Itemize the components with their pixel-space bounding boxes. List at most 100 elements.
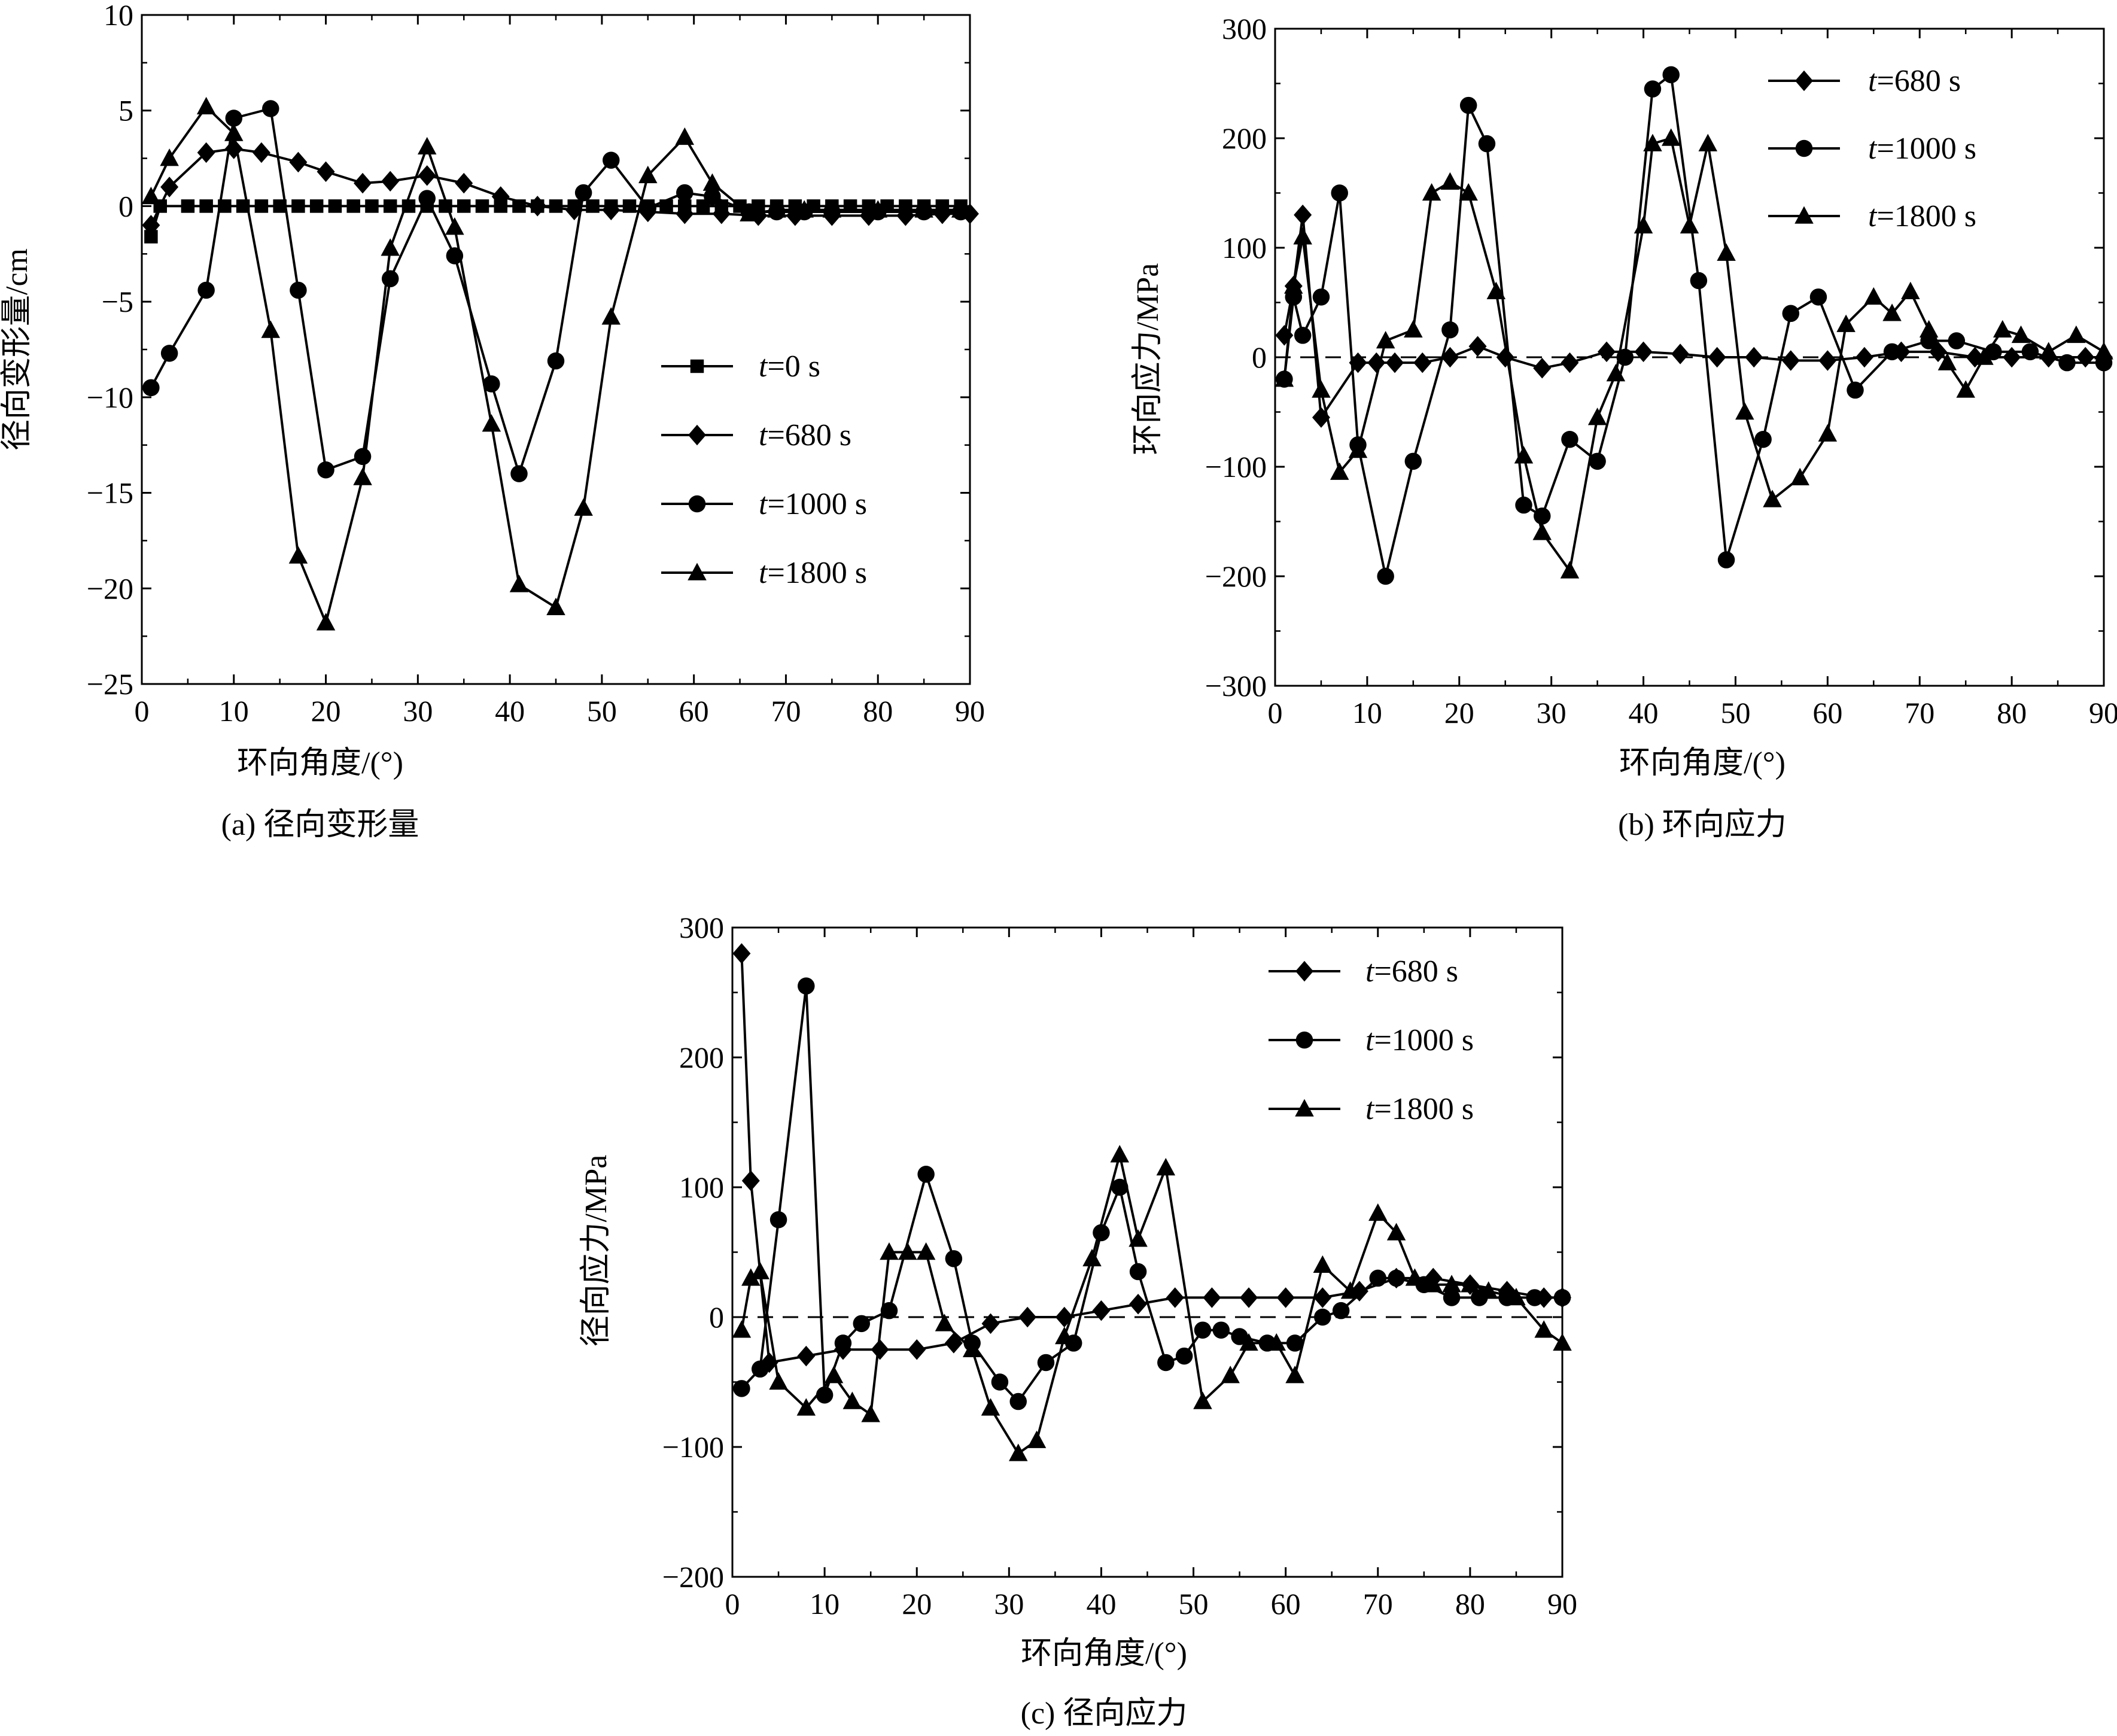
panel-b-series-2-point bbox=[1864, 287, 1884, 305]
panel-b-series-2-point bbox=[1993, 320, 2012, 338]
panel-c-legend-marker bbox=[1295, 1031, 1313, 1049]
panel-b-xtick-label: 90 bbox=[2089, 696, 2117, 729]
panel-c-xtick-label: 70 bbox=[1363, 1587, 1393, 1621]
panel-a-series-2-point bbox=[639, 199, 657, 217]
panel-a-series-1-point bbox=[712, 203, 731, 224]
panel-b-ytick-label: −200 bbox=[1205, 560, 1267, 593]
panel-b-series-1-point bbox=[1404, 452, 1422, 470]
panel-b-legend-label-value: =680 s bbox=[1876, 64, 1961, 98]
panel-b-series-1-point bbox=[1561, 431, 1578, 448]
panel-c-xtick-label: 0 bbox=[725, 1587, 740, 1621]
panel-c-series-2-point bbox=[1424, 1275, 1443, 1293]
panel-a-legend-marker bbox=[688, 563, 707, 580]
panel-c-series-2-point bbox=[1156, 1157, 1176, 1176]
panel-b-xtick-label: 10 bbox=[1352, 696, 1382, 729]
panel-c-legend-label-var: t bbox=[1365, 1092, 1375, 1126]
panel-b-series-1-point bbox=[1717, 551, 1735, 568]
panel-b-series-0-point bbox=[1561, 352, 1579, 373]
panel-c-series-1-point bbox=[1194, 1321, 1212, 1339]
panel-a-legend-label-var: t bbox=[759, 556, 768, 590]
panel-a-series-0-point bbox=[475, 199, 489, 213]
panel-b-series-2-point bbox=[1661, 128, 1681, 146]
panel-c-ytick-label: 100 bbox=[679, 1170, 724, 1204]
panel-a-series-2-point bbox=[483, 375, 500, 393]
panel-b-series-2-point bbox=[1937, 352, 1957, 370]
panel-c-series-1-point bbox=[991, 1373, 1009, 1391]
panel-c-series-2-point bbox=[861, 1404, 880, 1422]
panel-a-series-0-point bbox=[144, 230, 158, 244]
panel-a-series-3-point bbox=[509, 574, 529, 592]
panel-b-xtick-label: 40 bbox=[1629, 696, 1659, 729]
panel-b-series-2-point bbox=[1763, 490, 1782, 507]
panel-c-series-1-point bbox=[945, 1250, 963, 1267]
panel-b-series-2-point bbox=[1440, 172, 1460, 190]
panel-a-xtick-label: 60 bbox=[679, 694, 709, 728]
panel-c-series-1-point bbox=[853, 1315, 871, 1333]
panel-a-series-0-point bbox=[199, 199, 213, 213]
panel-c-series-1-point bbox=[1388, 1269, 1405, 1287]
panel-a-legend-marker bbox=[690, 359, 704, 373]
panel-c-series-2-point bbox=[1507, 1287, 1526, 1306]
panel-b-series-2-point bbox=[1275, 369, 1294, 387]
panel-a-series-1-point bbox=[317, 161, 335, 183]
panel-c-series-1-point bbox=[1443, 1289, 1461, 1306]
panel-c-series-0-point bbox=[1276, 1287, 1295, 1308]
panel-a-series-0-point bbox=[309, 199, 324, 213]
panel-a-ytick-label: −20 bbox=[87, 571, 133, 605]
panel-a-legend-label-var: t bbox=[759, 487, 768, 521]
panel-b-series-1-point bbox=[1589, 452, 1606, 470]
panel-b-series-1-point bbox=[1662, 66, 1680, 84]
panel-b-series-2-point bbox=[2067, 325, 2086, 343]
panel-c-xlabel: 环向角度/(°) bbox=[1021, 1637, 1187, 1671]
panel-a-series-3-point bbox=[141, 186, 161, 205]
panel-c-series-2-point bbox=[1442, 1275, 1461, 1293]
panel-c-series-2-point bbox=[1386, 1223, 1406, 1241]
panel-c-series-2-point bbox=[1008, 1443, 1028, 1461]
panel-c-ylabel: 径向应力/MPa bbox=[579, 1155, 613, 1347]
panel-a-ytick-label: −25 bbox=[87, 667, 133, 701]
panel-b-series-2-point bbox=[1680, 215, 1699, 234]
panel-b-series-2-point bbox=[1643, 133, 1662, 151]
panel-b-series-2-point bbox=[1422, 183, 1441, 201]
panel-a-series-0-point bbox=[254, 199, 269, 213]
panel-a-legend-label: t=1000 s bbox=[759, 487, 867, 521]
panel-b-series-1-point bbox=[2021, 343, 2039, 361]
panel-b-legend-marker bbox=[1795, 70, 1813, 92]
panel-c-series-2-point bbox=[741, 1268, 761, 1286]
panel-b-series-2-point bbox=[1919, 320, 1939, 338]
panel-c: 0 10 20 30 40 50 60 70 80 90 300 200 100 0 −100 −200 径向应… bbox=[579, 911, 1577, 1731]
panel-a-series-3-point bbox=[951, 200, 971, 218]
panel-a-series-1-point bbox=[933, 203, 951, 224]
panel-b-series-2-point bbox=[1587, 408, 1607, 425]
panel-c-series-0-point bbox=[871, 1339, 889, 1360]
panel-a-series-3-point bbox=[288, 546, 308, 564]
panel-a-series-2-point bbox=[317, 461, 334, 479]
panel-b-legend-label-var: t bbox=[1868, 132, 1878, 166]
panel-a-series-0-point bbox=[622, 199, 637, 213]
panel-b-legend-label-var: t bbox=[1868, 199, 1878, 233]
panel-b-series-1-point bbox=[1478, 135, 1496, 153]
panel-b-ylabel: 环向应力/MPa bbox=[1131, 263, 1165, 455]
panel-c-series-2 bbox=[732, 1145, 1572, 1461]
panel-a-xtick-label: 80 bbox=[863, 694, 893, 728]
panel-c-caption: (c) 径向应力 bbox=[1021, 1697, 1188, 1731]
panel-b-xlabel: 环向角度/(°) bbox=[1619, 746, 1786, 780]
panel-a-series-0-point bbox=[273, 199, 287, 213]
panel-c-series-2-point bbox=[981, 1398, 1000, 1416]
panel-a-series-0-point bbox=[181, 199, 195, 213]
panel-c-series-2-point bbox=[1461, 1275, 1480, 1293]
panel-a-legend-label-value: =1000 s bbox=[767, 487, 867, 521]
panel-b-xtick-label: 50 bbox=[1720, 696, 1750, 729]
panel-c-ytick-label: 300 bbox=[679, 911, 724, 944]
panel-c-series-2-point bbox=[1082, 1248, 1102, 1267]
panel-b-series-2-point bbox=[1882, 303, 1902, 321]
panel-b-series-2-point bbox=[1293, 227, 1312, 245]
panel-c-series-2-point bbox=[1129, 1229, 1148, 1247]
panel-b-series-1-point bbox=[1985, 343, 2002, 361]
panel-c-series-2-point bbox=[1267, 1333, 1286, 1351]
panel-b-series-0-point bbox=[1781, 350, 1800, 371]
panel-b-series-2-point bbox=[1404, 320, 1423, 338]
panel-a-series-2-point bbox=[676, 184, 694, 202]
panel-b-series-0-point bbox=[2003, 346, 2021, 368]
panel-a-series-3-point bbox=[316, 613, 336, 631]
